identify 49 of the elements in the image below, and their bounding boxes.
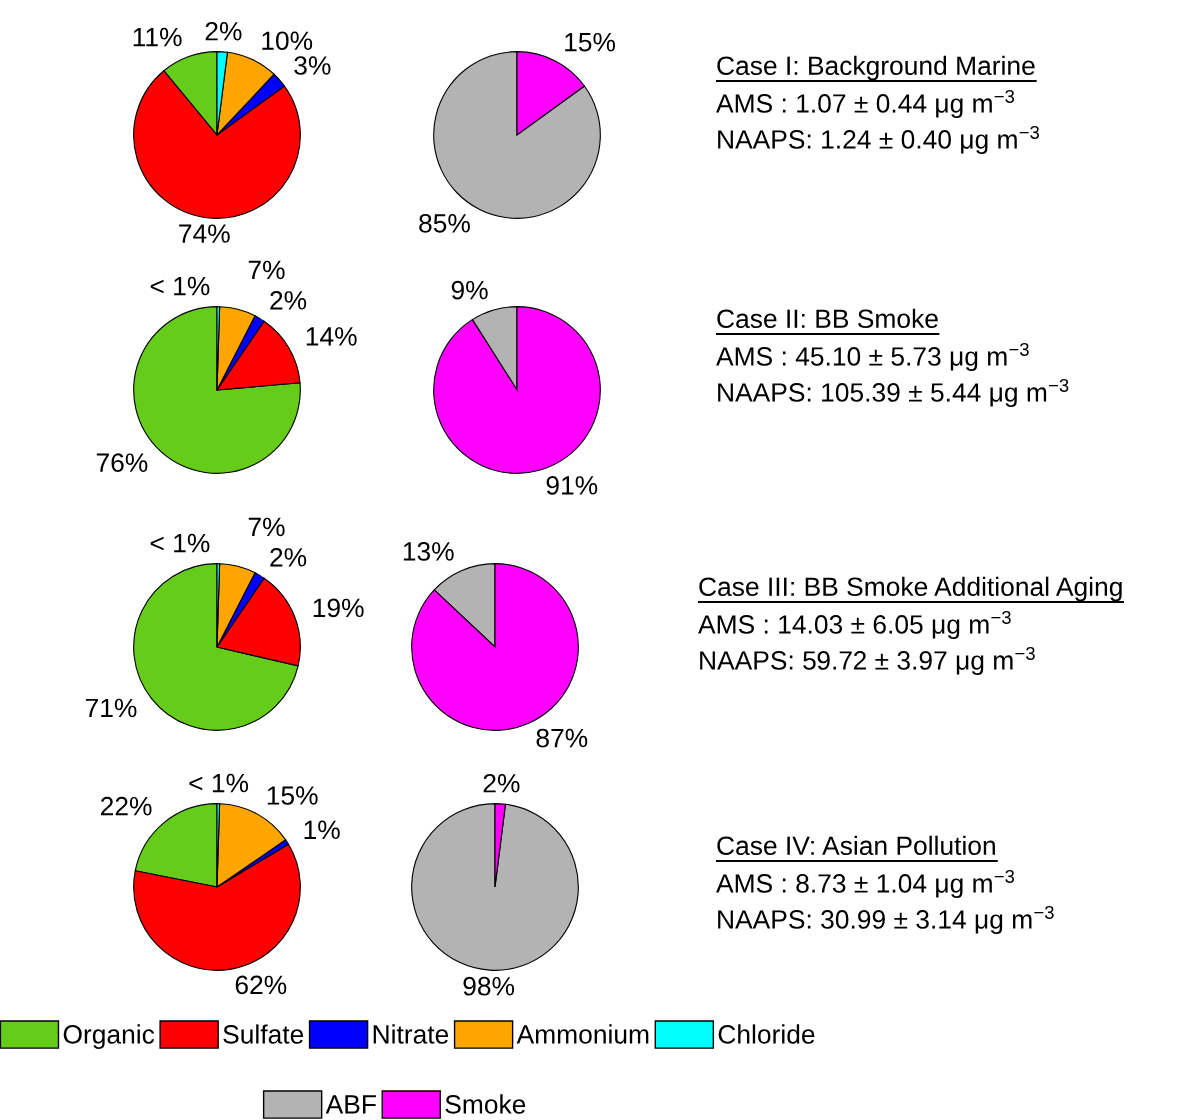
data-label: 2% [483,773,520,793]
data-label: < 1% [150,276,210,296]
legend-label: ABF [325,1095,376,1114]
legend-label: Nitrate [373,1024,449,1044]
data-label: 91% [546,476,598,495]
data-label: 2% [270,548,307,567]
data-label: 9% [451,280,488,300]
data-label: < 1% [150,533,210,553]
text: NAAPS: 59.72 ± 3.97 μg m$^{−3}$ [700,646,1035,676]
pie-slice [411,803,579,971]
text: Case IV: Asian Pollution [717,835,995,856]
data-label: 62% [235,975,287,995]
text: AMS : 8.73 ± 1.04 μg m$^{−3}$ [716,869,1015,899]
data-label: 71% [85,698,137,718]
data-label: 15% [565,32,616,52]
data-label: 3% [294,56,331,75]
data-label: 87% [536,728,588,748]
legend-label: Organic [63,1024,155,1049]
data-label: 74% [179,224,230,243]
legend-label: Sulfate [223,1024,304,1044]
data-label: 19% [313,598,364,618]
pie-slice [433,306,601,474]
text: AMS : 1.07 ± 0.44 μg m$^{−3}$ [716,89,1015,119]
text: AMS : 14.03 ± 6.05 μg m$^{−3}$ [698,610,1011,640]
data-label: < 1% [189,773,249,793]
data-label: 2% [205,21,242,41]
data-label: 7% [248,260,285,280]
text: NAAPS: 30.99 ± 3.14 μg m$^{−3}$ [718,905,1054,935]
text: NAAPS: 105.39 ± 5.44 μg m$^{−3}$ [718,378,1069,408]
data-label: 85% [419,213,470,233]
data-label: 14% [306,327,357,346]
text: Case II: BB Smoke [717,308,938,329]
data-label: 76% [96,453,148,473]
legend-label: Ammonium [516,1024,649,1044]
data-label: 98% [463,976,515,996]
legend-label: Chloride [718,1024,815,1044]
data-label: 1% [304,820,340,840]
data-label: 15% [267,786,318,805]
text: Case I: Background Marine [717,55,1035,81]
data-label: 2% [270,291,307,310]
legend-label: Smoke [445,1094,526,1114]
data-label: 13% [403,542,454,561]
data-label: 7% [248,517,285,537]
data-label: 22% [100,796,152,816]
text: AMS : 45.10 ± 5.73 μg m$^{−3}$ [716,342,1029,372]
text: Case III: BB Smoke Additional Aging [699,576,1122,602]
data-label: 11% [133,27,182,47]
data-label: 10% [262,31,313,51]
text: NAAPS: 1.24 ± 0.40 μg m$^{−3}$ [718,125,1040,155]
